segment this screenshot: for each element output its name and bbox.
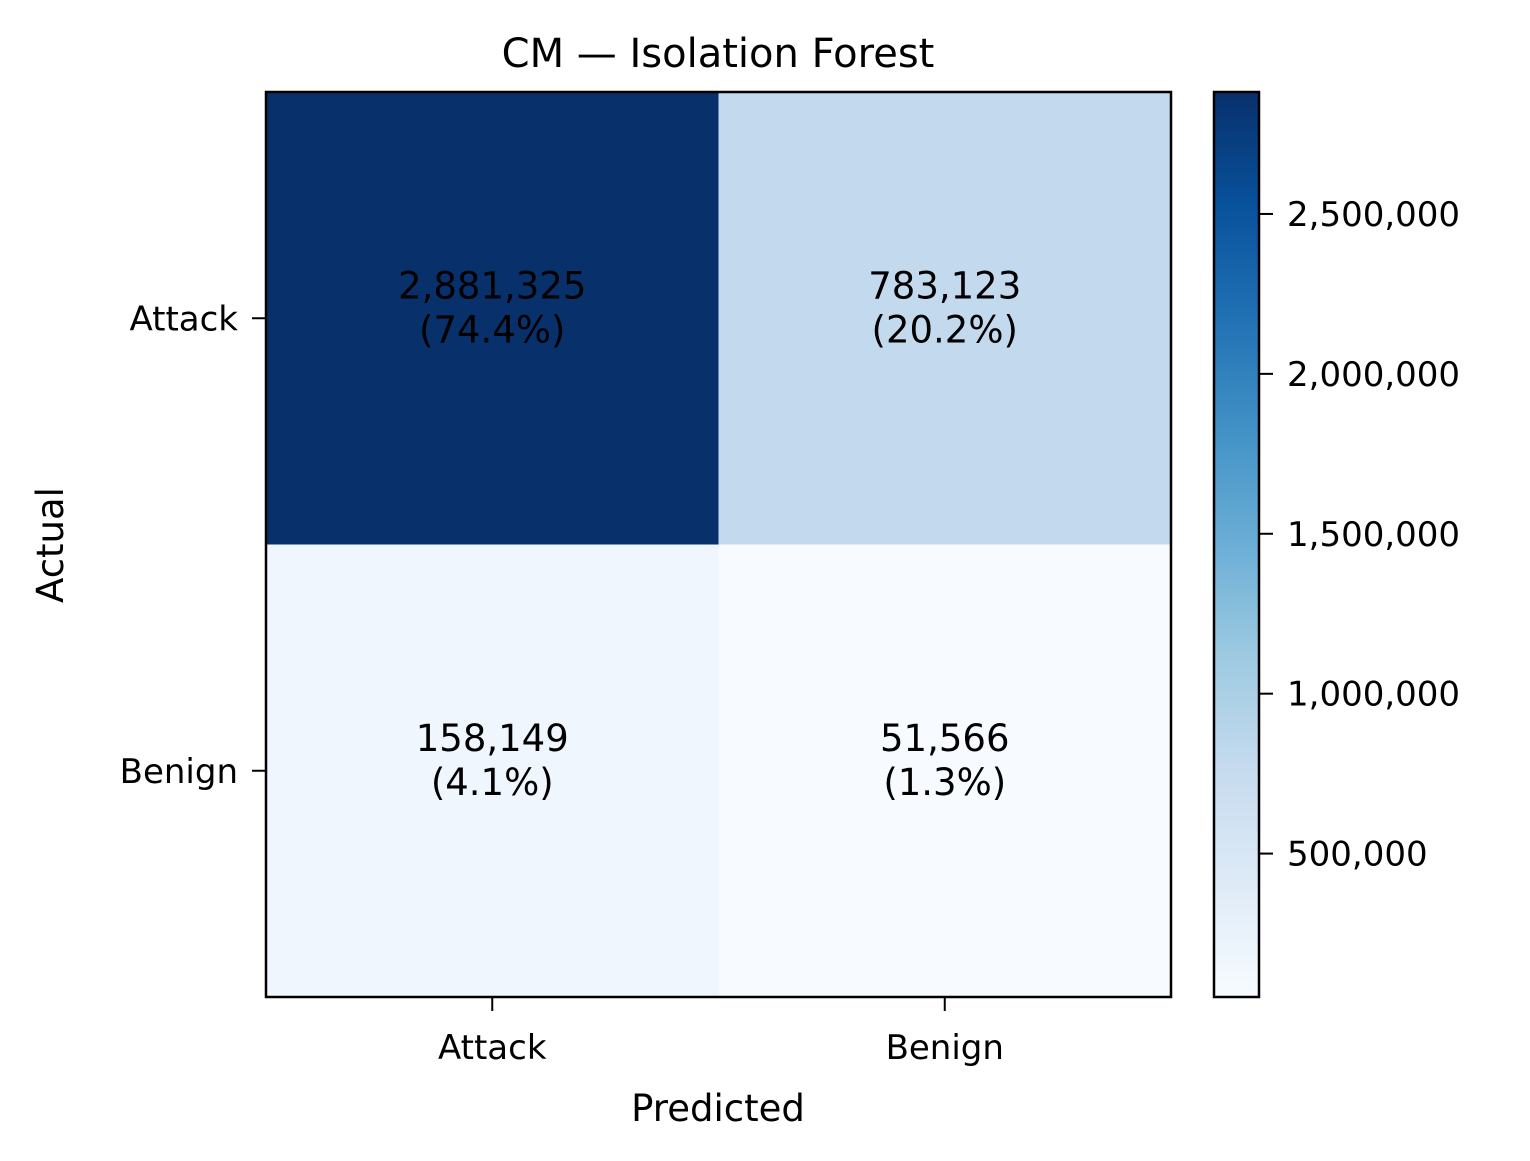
y-axis-label: Actual [29,487,72,603]
heatmap-axes: Attack Benign Attack Benign [120,90,1173,1068]
colorbar-frame [1212,90,1261,999]
plot-frame [264,90,1173,999]
heatmap-cells: 2,881,325 (74.4%) 783,123 (20.2%) 158,149 (4.… [266,92,1172,998]
x-tick-label: Attack [438,1028,547,1068]
colorbar-tick-label: 2,000,000 [1287,355,1460,395]
heatmap-cell [266,544,719,998]
colorbar-tick-label: 500,000 [1287,835,1428,875]
colorbar: 500,000 1,000,000 1,500,000 2,000,000 2,500,… [1212,90,1460,999]
colorbar-tick-label: 1,500,000 [1287,515,1460,555]
colorbar-tick-label: 1,000,000 [1287,675,1460,715]
x-tick-label: Benign [886,1028,1004,1068]
cell-value-label: 783,123 (20.2%) [868,264,1021,351]
colorbar-gradient [1214,92,1259,997]
x-axis-label: Predicted [631,1087,805,1130]
heatmap-cell [718,544,1172,998]
y-tick-label: Benign [120,752,238,792]
cell-value-label: 2,881,325 (74.4%) [398,264,586,351]
heatmap-cell [266,92,719,545]
colorbar-tick-label: 2,500,000 [1287,195,1460,235]
cell-value-label: 51,566 (1.3%) [880,717,1009,804]
chart-title: CM — Isolation Forest [502,31,935,77]
y-tick-label: Attack [129,299,238,339]
cell-value-label: 158,149 (4.1%) [416,717,569,804]
heatmap-cell [718,92,1172,545]
